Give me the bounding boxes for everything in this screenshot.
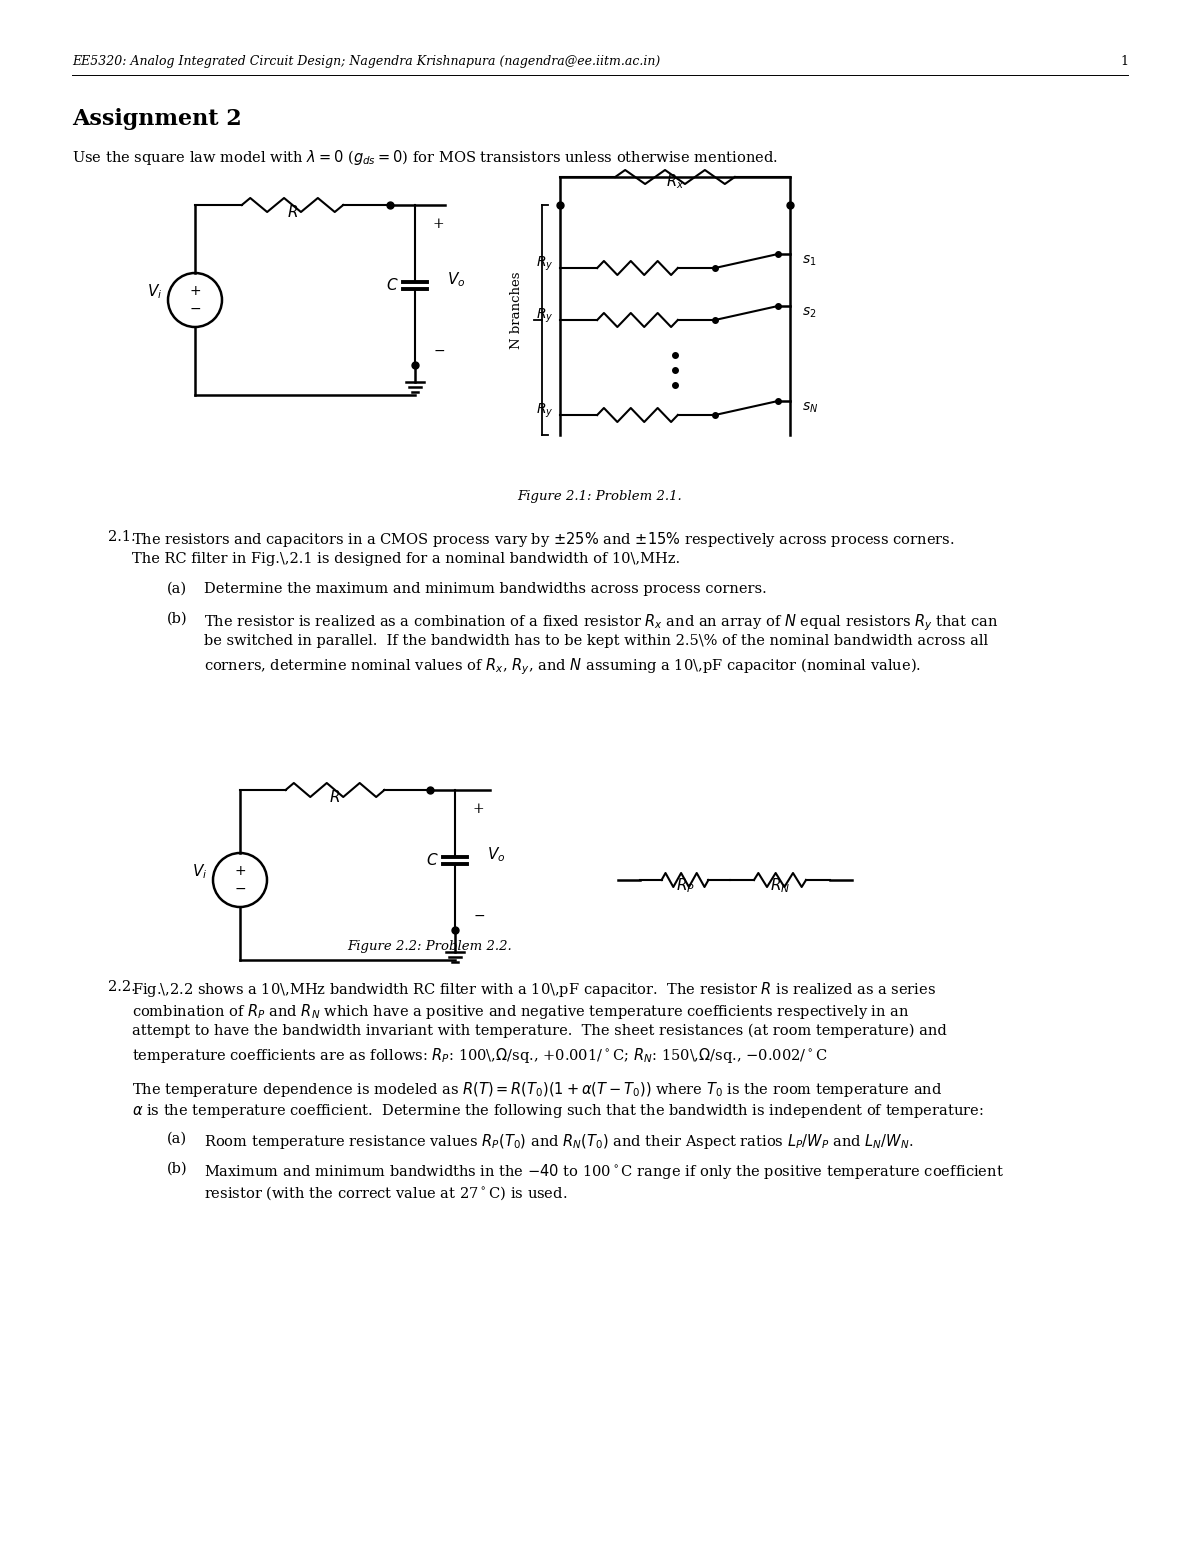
Text: combination of $R_P$ and $R_N$ which have a positive and negative temperature co: combination of $R_P$ and $R_N$ which hav…: [132, 1002, 910, 1020]
Text: Figure 2.1: Problem 2.1.: Figure 2.1: Problem 2.1.: [517, 491, 683, 503]
Text: The resistor is realized as a combination of a fixed resistor $R_x$ and an array: The resistor is realized as a combinatio…: [204, 612, 998, 632]
Text: EE5320: Analog Integrated Circuit Design; Nagendra Krishnapura (nagendra@ee.iitm: EE5320: Analog Integrated Circuit Design…: [72, 54, 660, 68]
Text: $R$: $R$: [330, 789, 341, 804]
Text: The RC filter in Fig.\,2.1 is designed for a nominal bandwidth of 10\,MHz.: The RC filter in Fig.\,2.1 is designed f…: [132, 551, 680, 565]
Text: $R_x$: $R_x$: [666, 172, 684, 191]
Text: +: +: [433, 217, 445, 231]
Text: (a): (a): [167, 1132, 187, 1146]
Text: $C$: $C$: [386, 276, 398, 294]
Text: be switched in parallel.  If the bandwidth has to be kept within 2.5\% of the no: be switched in parallel. If the bandwidt…: [204, 634, 988, 648]
Text: $R_y$: $R_y$: [536, 255, 554, 273]
Text: +: +: [473, 801, 485, 815]
Text: (b): (b): [167, 612, 187, 626]
Text: $R_P$: $R_P$: [676, 876, 695, 895]
Text: $V_o$: $V_o$: [487, 846, 505, 865]
Text: Room temperature resistance values $R_P(T_0)$ and $R_N(T_0)$ and their Aspect ra: Room temperature resistance values $R_P(…: [204, 1132, 913, 1151]
Text: Maximum and minimum bandwidths in the $-40$ to 100$^\circ$C range if only the po: Maximum and minimum bandwidths in the $-…: [204, 1162, 1004, 1180]
Text: The resistors and capacitors in a CMOS process vary by $\pm25\%$ and $\pm15\%$ r: The resistors and capacitors in a CMOS p…: [132, 530, 954, 550]
Text: 2.2.: 2.2.: [108, 980, 136, 994]
Text: +: +: [234, 863, 246, 877]
Text: $s_1$: $s_1$: [802, 253, 816, 269]
Text: $R$: $R$: [287, 203, 298, 221]
Text: corners, determine nominal values of $R_x$, $R_y$, and $N$ assuming a 10\,pF cap: corners, determine nominal values of $R_…: [204, 655, 920, 677]
Text: $-$: $-$: [473, 909, 485, 922]
Text: N branches: N branches: [510, 272, 522, 349]
Text: $R_y$: $R_y$: [536, 307, 554, 325]
Text: Figure 2.2: Problem 2.2.: Figure 2.2: Problem 2.2.: [348, 940, 512, 954]
Text: Assignment 2: Assignment 2: [72, 109, 241, 130]
Text: −: −: [234, 882, 246, 896]
Text: The temperature dependence is modeled as $R(T) = R(T_0)(1 + \alpha(T - T_0))$ wh: The temperature dependence is modeled as…: [132, 1079, 942, 1100]
Text: $V_i$: $V_i$: [148, 283, 162, 301]
Text: $V_i$: $V_i$: [192, 862, 208, 882]
Text: temperature coefficients are as follows: $R_P$: 100\,$\Omega$/sq., +0.001/$^\cir: temperature coefficients are as follows:…: [132, 1047, 828, 1065]
Text: resistor (with the correct value at 27$^\circ$C) is used.: resistor (with the correct value at 27$^…: [204, 1183, 568, 1202]
Text: $R_y$: $R_y$: [536, 402, 554, 421]
Text: $-$: $-$: [433, 343, 445, 357]
Text: $s_N$: $s_N$: [802, 401, 818, 415]
Text: −: −: [190, 301, 200, 315]
Text: Use the square law model with $\lambda = 0$ ($g_{ds} = 0$) for MOS transistors u: Use the square law model with $\lambda =…: [72, 148, 778, 168]
Text: (a): (a): [167, 582, 187, 596]
Text: $V_o$: $V_o$: [446, 270, 466, 289]
Text: Fig.\,2.2 shows a 10\,MHz bandwidth RC filter with a 10\,pF capacitor.  The resi: Fig.\,2.2 shows a 10\,MHz bandwidth RC f…: [132, 980, 936, 999]
Text: (b): (b): [167, 1162, 187, 1176]
Text: Determine the maximum and minimum bandwidths across process corners.: Determine the maximum and minimum bandwi…: [204, 582, 767, 596]
Text: +: +: [190, 284, 200, 298]
Text: $C$: $C$: [426, 853, 439, 868]
Text: $R_N$: $R_N$: [770, 876, 790, 895]
Text: $s_2$: $s_2$: [802, 306, 816, 320]
Text: attempt to have the bandwidth invariant with temperature.  The sheet resistances: attempt to have the bandwidth invariant …: [132, 1023, 947, 1039]
Text: $\alpha$ is the temperature coefficient.  Determine the following such that the : $\alpha$ is the temperature coefficient.…: [132, 1103, 984, 1120]
Text: 2.1.: 2.1.: [108, 530, 136, 544]
Text: 1: 1: [1120, 54, 1128, 68]
